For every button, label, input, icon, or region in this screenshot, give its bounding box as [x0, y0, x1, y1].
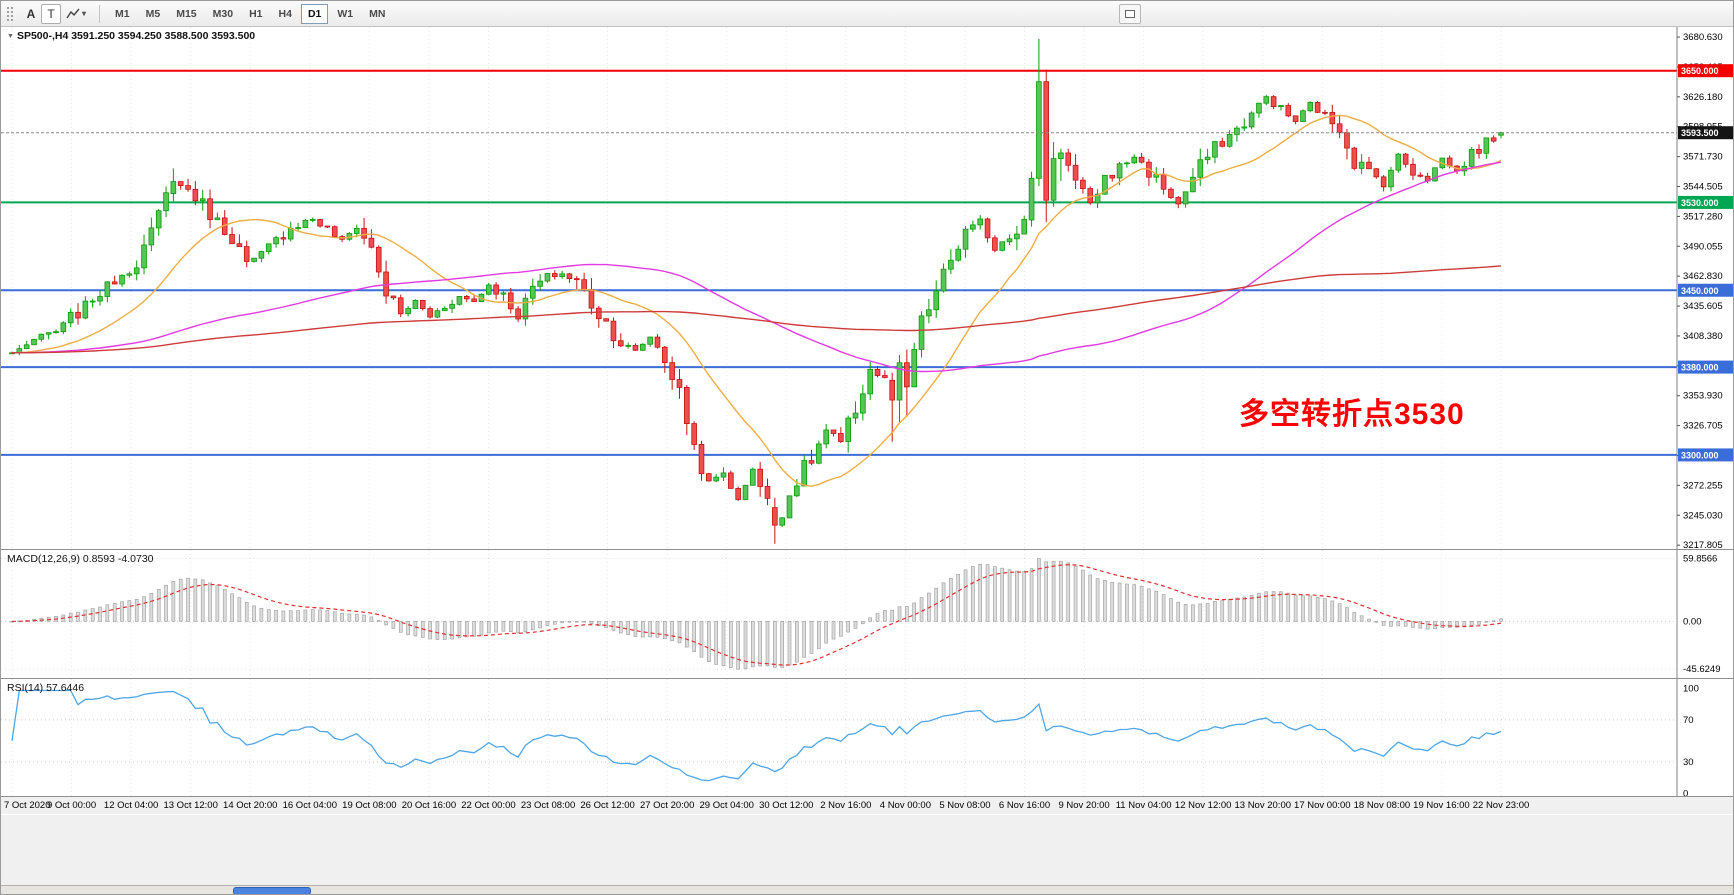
- macd-signal-line: [12, 564, 1502, 666]
- macd-histogram: [10, 558, 1503, 670]
- timeframe-group: M1 M5 M15 M30 H1 H4 D1 W1 MN: [108, 3, 392, 24]
- time-tick-label: 27 Oct 20:00: [639, 800, 695, 811]
- horizontal-scrollbar[interactable]: [1, 885, 1733, 894]
- timeframe-button-m1[interactable]: M1: [115, 7, 130, 20]
- time-tick-label: 14 Oct 20:00: [223, 800, 278, 811]
- timeframe-button-m5[interactable]: M5: [145, 7, 161, 20]
- macd-indicator-pane[interactable]: 59.8566 0.00 -45.6249 MACD(12,26,9) 0.8593…: [1, 550, 1734, 678]
- svg-text:3680.630: 3680.630: [1683, 32, 1723, 43]
- toolbar: A T ▾ M1 M5 M15 M30 H1 H4 D1 W1 MN: [1, 1, 1733, 27]
- level-lines: [1, 69, 1677, 456]
- time-tick-label: 18 Nov 08:00: [1353, 800, 1411, 811]
- pane-splitter[interactable]: [1, 549, 1733, 550]
- timeframe-button-mn[interactable]: MN: [369, 7, 386, 20]
- svg-text:3353.930: 3353.930: [1683, 391, 1723, 402]
- time-tick-label: 12 Oct 04:00: [103, 800, 159, 811]
- price-axis: 3680.6303653.4053626.1803598.9553571.730…: [1676, 27, 1733, 549]
- scrollbar-thumb[interactable]: [233, 887, 311, 894]
- svg-text:3462.830: 3462.830: [1683, 271, 1723, 282]
- time-tick-label: 29 Oct 04:00: [699, 800, 754, 811]
- time-tick-label: 22 Oct 00:00: [461, 800, 516, 811]
- time-tick-label: 6 Nov 16:00: [998, 800, 1051, 811]
- time-tick-label: 30 Oct 12:00: [759, 800, 814, 811]
- time-axis[interactable]: 7 Oct 2020 9 Oct 00:00 12 Oct 04:00 13 Oct …: [1, 796, 1733, 814]
- svg-text:0.00: 0.00: [1683, 616, 1702, 627]
- time-tick-label: 20 Oct 16:00: [401, 800, 457, 811]
- letter-a-icon: A: [26, 6, 36, 21]
- price-chart-canvas[interactable]: 3680.6303653.4053626.1803598.9553571.730…: [1, 27, 1734, 549]
- svg-text:70: 70: [1683, 715, 1694, 726]
- bottom-spacer: [1, 815, 1733, 885]
- drawing-tools-button[interactable]: ▾: [61, 4, 91, 24]
- time-tick-label: 13 Oct 12:00: [163, 800, 218, 811]
- timeframe-button-h4[interactable]: H4: [278, 7, 292, 20]
- svg-text:3450.000: 3450.000: [1681, 286, 1719, 296]
- svg-text:3517.280: 3517.280: [1683, 211, 1723, 222]
- svg-text:3435.605: 3435.605: [1683, 301, 1723, 312]
- text-annotation-tool-button[interactable]: A: [21, 4, 41, 24]
- svg-text:3272.255: 3272.255: [1683, 480, 1723, 491]
- letter-t-icon: T: [47, 6, 55, 21]
- window-icon: [1125, 10, 1135, 18]
- rsi-line: [11, 689, 1502, 782]
- svg-text:3593.500: 3593.500: [1681, 128, 1719, 138]
- time-tick-label: 5 Nov 08:00: [939, 800, 991, 811]
- svg-text:3544.505: 3544.505: [1683, 182, 1723, 193]
- time-tick-label: 23 Oct 08:00: [520, 800, 576, 811]
- svg-text:0: 0: [1683, 788, 1688, 796]
- svg-text:59.8566: 59.8566: [1683, 554, 1717, 565]
- rsi-canvas[interactable]: 100 70 30 0: [1, 679, 1734, 796]
- svg-text:3626.180: 3626.180: [1683, 92, 1723, 103]
- pane-splitter[interactable]: [1, 678, 1733, 679]
- timeframe-button-h1[interactable]: H1: [249, 7, 263, 20]
- time-tick-label: 13 Nov 20:00: [1234, 800, 1292, 811]
- text-label-tool-button[interactable]: T: [41, 3, 61, 24]
- time-tick-label: 19 Nov 16:00: [1413, 800, 1470, 811]
- toolbar-drag-handle-icon[interactable]: [6, 5, 15, 22]
- svg-text:3217.805: 3217.805: [1683, 540, 1723, 549]
- toolbar-separator: [99, 4, 101, 23]
- svg-text:3408.380: 3408.380: [1683, 331, 1723, 342]
- time-tick-label: 7 Oct 2020: [4, 800, 51, 811]
- svg-text:3326.705: 3326.705: [1683, 421, 1723, 432]
- time-tick-label: 17 Nov 00:00: [1294, 800, 1351, 811]
- svg-text:100: 100: [1683, 683, 1699, 694]
- rsi-indicator-pane[interactable]: 100 70 30 0 RSI(14) 57.6446: [1, 679, 1734, 796]
- timeframe-button-w1[interactable]: W1: [337, 7, 354, 20]
- time-tick-label: 19 Oct 08:00: [342, 800, 397, 811]
- chevron-down-icon: ▾: [82, 9, 87, 18]
- svg-text:3380.000: 3380.000: [1681, 363, 1719, 373]
- macd-canvas[interactable]: 59.8566 0.00 -45.6249: [1, 550, 1734, 678]
- svg-text:30: 30: [1683, 757, 1694, 768]
- timeframe-button-d1[interactable]: D1: [300, 3, 329, 24]
- time-tick-label: 16 Oct 04:00: [282, 800, 337, 811]
- time-tick-label: 4 Nov 00:00: [879, 800, 932, 811]
- main-price-chart-pane[interactable]: 3680.6303653.4053626.1803598.9553571.730…: [1, 27, 1734, 549]
- chart-area: 3680.6303653.4053626.1803598.9553571.730…: [1, 27, 1734, 894]
- svg-text:3571.730: 3571.730: [1683, 152, 1723, 163]
- macd-axis: 59.8566 0.00 -45.6249: [1676, 550, 1733, 678]
- rsi-axis: 100 70 30 0: [1676, 679, 1733, 796]
- time-tick-label: 11 Nov 04:00: [1115, 800, 1172, 811]
- svg-text:3650.000: 3650.000: [1681, 66, 1719, 76]
- time-tick-label: 9 Nov 20:00: [1058, 800, 1110, 811]
- svg-text:3530.000: 3530.000: [1681, 198, 1719, 208]
- window-restore-button[interactable]: [1119, 4, 1141, 24]
- time-tick-label: 2 Nov 16:00: [820, 800, 872, 811]
- time-tick-label: 22 Nov 23:00: [1472, 800, 1530, 811]
- time-tick-label: 26 Oct 12:00: [580, 800, 635, 811]
- candlesticks: [9, 38, 1504, 544]
- timeframe-button-m30[interactable]: M30: [212, 7, 234, 20]
- svg-text:-45.6249: -45.6249: [1683, 664, 1721, 675]
- timeframe-button-m15[interactable]: M15: [176, 7, 197, 20]
- polyline-icon: [66, 8, 80, 18]
- svg-text:3490.055: 3490.055: [1683, 241, 1723, 252]
- svg-text:3300.000: 3300.000: [1681, 450, 1719, 460]
- moving-average-lines: [11, 114, 1502, 488]
- time-tick-label: 12 Nov 12:00: [1174, 800, 1232, 811]
- time-tick-label: 9 Oct 00:00: [46, 800, 97, 811]
- svg-text:3245.030: 3245.030: [1683, 510, 1723, 521]
